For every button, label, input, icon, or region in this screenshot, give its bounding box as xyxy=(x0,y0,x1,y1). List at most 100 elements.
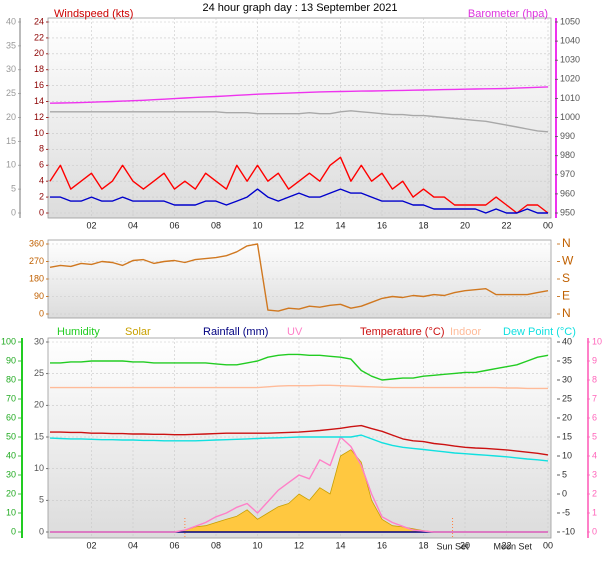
tick-label: 20 xyxy=(6,488,16,498)
x-tick-label: 04 xyxy=(128,540,138,550)
tick-label: 1030 xyxy=(560,55,580,65)
tick-label: 20 xyxy=(34,48,44,58)
tick-label: 1040 xyxy=(560,35,580,45)
tick-label: 0 xyxy=(592,526,597,536)
x-tick-label: 16 xyxy=(377,220,387,230)
legend-label: UV xyxy=(287,326,303,338)
x-tick-label: 10 xyxy=(252,540,262,550)
legend-label: Dew Point (°C) xyxy=(503,326,576,338)
tick-label: 0 xyxy=(11,526,16,536)
tick-label: 6 xyxy=(39,160,44,170)
tick-label: 35 xyxy=(6,40,16,50)
line xyxy=(50,353,549,381)
tick-label: 35 xyxy=(562,355,572,365)
plot-area xyxy=(47,239,552,319)
tick-label: 20 xyxy=(562,412,572,422)
tick-label: 960 xyxy=(560,188,575,198)
tick-label: 30 xyxy=(34,336,44,346)
tick-label: 10 xyxy=(34,463,44,473)
x-tick-label: 14 xyxy=(335,220,345,230)
tick-label: 80 xyxy=(6,374,16,384)
tick-label: 25 xyxy=(562,393,572,403)
x-tick-label: 22 xyxy=(501,220,511,230)
line xyxy=(50,384,548,390)
x-tick-label: 18 xyxy=(418,540,428,550)
tick-label: W xyxy=(562,254,574,268)
tick-label: 5 xyxy=(592,431,597,441)
x-tick-label: 00 xyxy=(543,540,553,550)
tick-label: 20 xyxy=(6,112,16,122)
legend-label: Temperature (°C) xyxy=(360,326,444,338)
x-tick-label: 18 xyxy=(418,220,428,230)
tick-label: 15 xyxy=(34,431,44,441)
tick-label: 2 xyxy=(592,488,597,498)
tick-label: 90 xyxy=(6,355,16,365)
tick-label: 10 xyxy=(6,507,16,517)
tick-label: 100 xyxy=(1,336,16,346)
legend-label: Rainfall (mm) xyxy=(203,326,268,338)
line xyxy=(49,434,549,462)
x-tick-label: 08 xyxy=(211,540,221,550)
line xyxy=(50,110,549,133)
tick-label: 0 xyxy=(11,207,16,217)
tick-label: 9 xyxy=(592,355,597,365)
tick-label: 40 xyxy=(562,336,572,346)
tick-label: 0 xyxy=(39,526,44,536)
x-tick-label: 08 xyxy=(211,220,221,230)
tick-label: 10 xyxy=(562,450,572,460)
x-tick-label: 20 xyxy=(460,540,470,550)
x-tick-label: 06 xyxy=(169,220,179,230)
tick-label: 6 xyxy=(592,412,597,422)
x-tick-label: 12 xyxy=(294,220,304,230)
tick-label: 3 xyxy=(592,469,597,479)
tick-label: 1010 xyxy=(560,93,580,103)
line xyxy=(49,86,549,104)
tick-label: 20 xyxy=(34,400,44,410)
tick-label: N xyxy=(562,236,571,250)
tick-label: 22 xyxy=(34,32,44,42)
tick-label: 950 xyxy=(560,207,575,217)
tick-label: 90 xyxy=(34,291,44,301)
tick-label: 12 xyxy=(34,112,44,122)
tick-label: 180 xyxy=(29,273,44,283)
tick-label: 30 xyxy=(562,374,572,384)
tick-label: 8 xyxy=(39,144,44,154)
tick-label: 24 xyxy=(34,16,44,26)
tick-label: 1000 xyxy=(560,112,580,122)
graph-title: 24 hour graph day : 13 September 2021 xyxy=(202,2,397,14)
tick-label: 15 xyxy=(562,431,572,441)
tick-label: 270 xyxy=(29,256,44,266)
line xyxy=(50,436,548,533)
tick-label: 970 xyxy=(560,169,575,179)
event-label: Sun Set xyxy=(437,541,470,551)
tick-label: 0 xyxy=(39,207,44,217)
axis-title: Windspeed (kts) xyxy=(54,8,133,20)
tick-label: 5 xyxy=(39,495,44,505)
tick-label: 30 xyxy=(6,64,16,74)
tick-label: 40 xyxy=(6,450,16,460)
tick-label: 10 xyxy=(592,336,602,346)
x-tick-label: 22 xyxy=(501,540,511,550)
tick-label: 5 xyxy=(11,184,16,194)
tick-label: 980 xyxy=(560,150,575,160)
tick-label: 30 xyxy=(6,469,16,479)
tick-label: 25 xyxy=(34,368,44,378)
tick-label: 990 xyxy=(560,131,575,141)
x-tick-label: 12 xyxy=(294,540,304,550)
line xyxy=(49,156,549,214)
tick-label: 7 xyxy=(592,393,597,403)
tick-label: 0 xyxy=(562,488,567,498)
line xyxy=(50,424,549,456)
tick-label: -10 xyxy=(562,526,575,536)
x-tick-label: 04 xyxy=(128,220,138,230)
tick-label: 1050 xyxy=(560,16,580,26)
tick-label: 50 xyxy=(6,431,16,441)
tick-label: 10 xyxy=(6,160,16,170)
tick-label: 1 xyxy=(592,507,597,517)
tick-label: 15 xyxy=(6,136,16,146)
event-label: Moon Set xyxy=(493,541,532,551)
tick-label: 10 xyxy=(34,128,44,138)
legend-label: Indoor xyxy=(450,326,482,338)
tick-label: 14 xyxy=(34,96,44,106)
